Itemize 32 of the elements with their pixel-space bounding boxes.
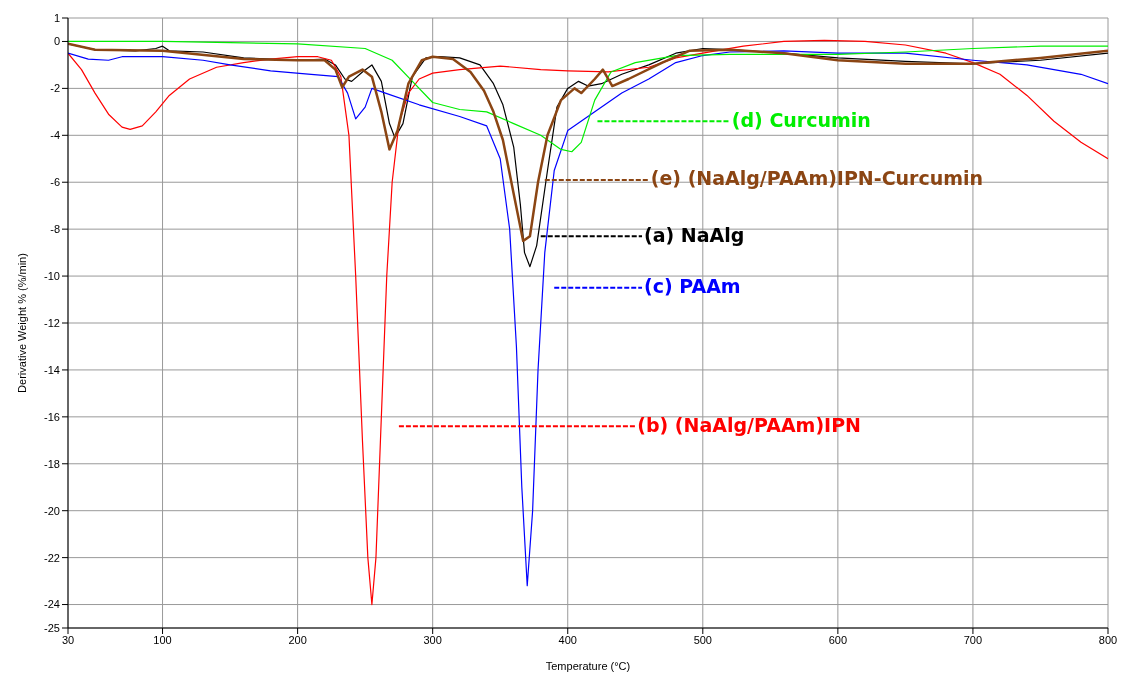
y-tick-label: -20 xyxy=(44,504,60,517)
x-tick-label: 700 xyxy=(963,633,983,646)
x-tick-label: 400 xyxy=(558,633,577,646)
y-tick-label: 0 xyxy=(53,35,60,48)
y-tick-label: -24 xyxy=(44,598,60,611)
x-tick-label: 300 xyxy=(423,633,442,646)
x-tick-label: 500 xyxy=(693,633,712,646)
x-axis-title: Temperature (°C) xyxy=(545,660,631,672)
y-tick-label: -4 xyxy=(50,129,60,142)
text: (e) (NaAlg/PAAm)IPN-Curcumin xyxy=(650,167,984,190)
y-tick-label: -2 xyxy=(50,82,60,95)
y-tick-label: -16 xyxy=(44,410,60,423)
text: (a) NaAlg xyxy=(644,223,745,246)
y-tick-label: -12 xyxy=(44,316,60,329)
y-tick-label: -18 xyxy=(44,457,60,470)
line-series xyxy=(68,40,1108,153)
x-tick-label: 30 xyxy=(61,633,75,646)
x-tick-label: 200 xyxy=(288,633,307,646)
x-tick-label: 800 xyxy=(1098,633,1118,646)
y-tick-label: -8 xyxy=(50,223,60,236)
y-tick-label: -22 xyxy=(44,551,60,564)
x-tick-label: 600 xyxy=(828,633,848,646)
text: (b) (NaAlg/PAAm)IPN xyxy=(637,413,861,436)
text: (d) Curcumin xyxy=(731,108,871,131)
y-tick-label: -25 xyxy=(44,621,60,634)
y-tick-label: -10 xyxy=(44,269,60,282)
legend-label: (c) PAAm xyxy=(644,275,741,298)
y-tick-label: -6 xyxy=(50,176,60,189)
y-tick-label: -14 xyxy=(44,363,60,376)
y-tick-label: 1 xyxy=(53,11,60,24)
y-axis-title: Derivative Weight % (%/min) xyxy=(15,253,28,393)
x-tick-label: 100 xyxy=(153,633,172,646)
